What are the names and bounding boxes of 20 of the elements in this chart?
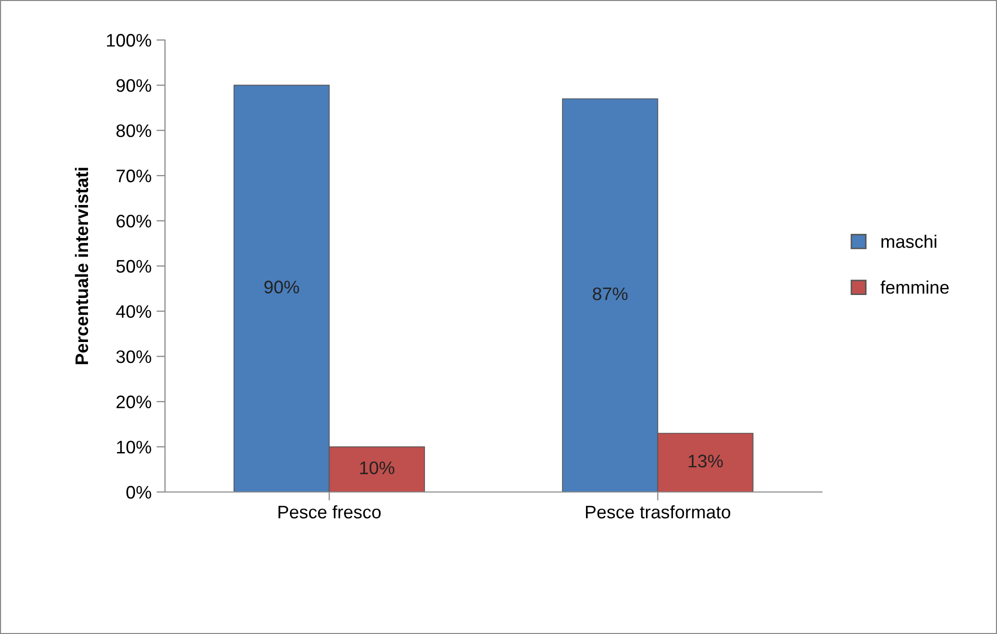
text: 87% — [592, 287, 628, 300]
y-tick-label: 20% — [116, 396, 152, 408]
text: 90% — [264, 280, 300, 294]
y-tick-label: 80% — [116, 124, 152, 138]
y-tick-label: 100% — [107, 34, 152, 47]
y-axis-title: Percentuale intervistati — [74, 168, 88, 364]
y-tick-label: 50% — [116, 260, 152, 273]
y-tick-label: 40% — [116, 305, 152, 318]
text: 13% — [688, 454, 723, 468]
legend-label: maschi — [881, 234, 936, 248]
y-tick-label: 0% — [126, 486, 152, 499]
y-tick-label: 60% — [116, 214, 152, 228]
legend-label: femmine — [880, 280, 949, 294]
x-tick-label: Pesce trasformato — [586, 505, 730, 518]
y-tick-label: 70% — [116, 170, 152, 182]
y-tick-label: 90% — [116, 79, 152, 92]
text: 10% — [360, 461, 394, 474]
y-tick-label: 30% — [116, 350, 152, 364]
y-tick-label: 10% — [117, 440, 152, 454]
x-tick-label: Pesce fresco — [278, 505, 381, 518]
